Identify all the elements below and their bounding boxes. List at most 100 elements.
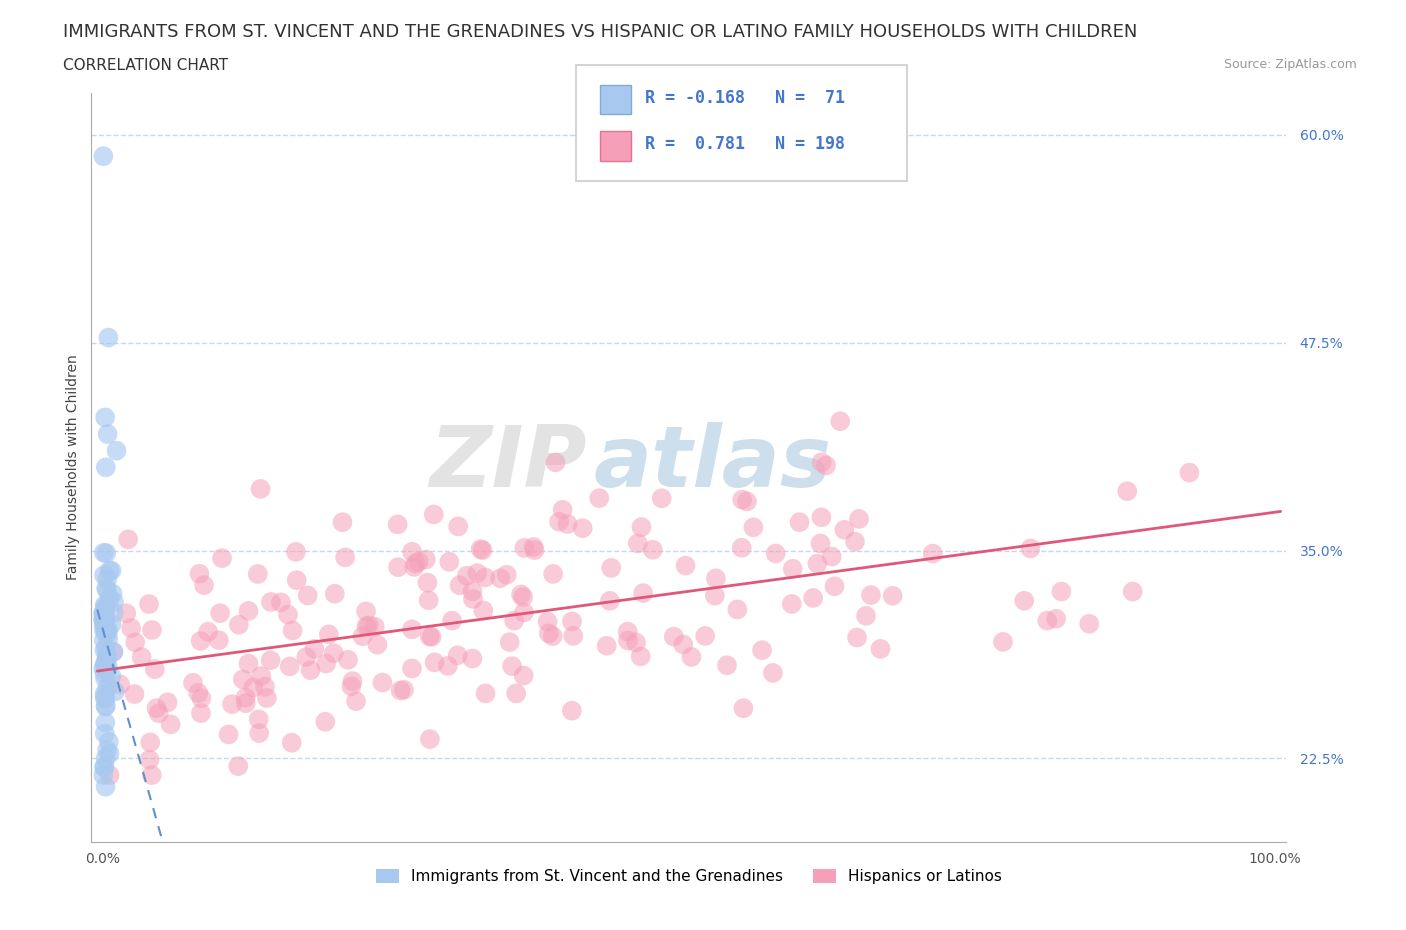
Point [94, 599, 117, 614]
Point [588, 491, 610, 506]
Point [190, 633, 212, 648]
Point [94, 623, 117, 638]
Point [704, 571, 727, 586]
Point [138, 752, 160, 767]
Point [472, 603, 495, 618]
Point [801, 591, 824, 605]
Point [98, 591, 121, 606]
Point [762, 666, 785, 681]
Point [523, 539, 546, 554]
Point [537, 626, 560, 641]
Point [551, 502, 574, 517]
Point [474, 570, 496, 585]
Point [789, 514, 811, 529]
Point [631, 586, 654, 601]
Point [91, 606, 114, 621]
Point [247, 725, 270, 740]
Point [226, 759, 249, 774]
Point [238, 657, 260, 671]
Point [97, 622, 120, 637]
Point [364, 619, 387, 634]
Point [810, 536, 832, 551]
Point [512, 668, 534, 683]
Point [1116, 484, 1139, 498]
Point [401, 661, 423, 676]
Point [423, 655, 446, 670]
Point [190, 706, 212, 721]
Point [456, 568, 478, 583]
Point [115, 605, 138, 620]
Point [101, 586, 124, 601]
Point [501, 658, 523, 673]
Point [333, 550, 356, 565]
Point [821, 550, 844, 565]
Point [181, 675, 204, 690]
Point [387, 517, 409, 532]
Point [145, 700, 167, 715]
Point [342, 673, 364, 688]
Text: R = -0.168   N =  71: R = -0.168 N = 71 [645, 88, 845, 107]
Point [93, 618, 115, 633]
Point [830, 414, 852, 429]
Point [235, 690, 257, 705]
Point [93, 767, 115, 782]
Point [323, 586, 346, 601]
Point [96, 743, 118, 758]
Point [100, 564, 122, 578]
Point [103, 644, 125, 659]
Point [731, 540, 754, 555]
Point [562, 629, 585, 644]
Point [299, 663, 322, 678]
Point [93, 597, 115, 612]
Point [94, 659, 117, 674]
Point [561, 614, 583, 629]
Point [599, 593, 621, 608]
Point [392, 683, 415, 698]
Point [541, 566, 564, 581]
Point [616, 624, 638, 639]
Point [281, 623, 304, 638]
Point [297, 588, 319, 603]
Point [141, 767, 163, 782]
Point [94, 640, 117, 655]
Point [561, 703, 583, 718]
Point [523, 543, 546, 558]
Point [505, 686, 527, 701]
Point [97, 330, 120, 345]
Point [94, 698, 117, 713]
Point [188, 566, 211, 581]
Point [408, 554, 430, 569]
Point [117, 532, 139, 547]
Point [387, 560, 409, 575]
Point [94, 410, 117, 425]
Point [124, 635, 146, 650]
Point [541, 629, 564, 644]
Point [93, 614, 115, 629]
Point [366, 637, 388, 652]
Point [465, 565, 488, 580]
Point [1178, 465, 1201, 480]
Point [100, 617, 122, 631]
Text: R =  0.781   N = 198: R = 0.781 N = 198 [645, 135, 845, 153]
Point [285, 573, 308, 588]
Point [96, 652, 118, 667]
Point [91, 612, 114, 627]
Point [416, 576, 439, 591]
Point [474, 686, 496, 701]
Point [93, 760, 115, 775]
Point [139, 735, 162, 750]
Point [93, 666, 115, 681]
Y-axis label: Family Households with Children: Family Households with Children [66, 354, 80, 580]
Legend: Immigrants from St. Vincent and the Grenadines, Hispanics or Latinos: Immigrants from St. Vincent and the Gren… [370, 863, 1008, 890]
Point [211, 551, 233, 565]
Point [651, 491, 673, 506]
Point [131, 650, 153, 665]
Point [120, 620, 142, 635]
Point [596, 638, 619, 653]
Text: IMMIGRANTS FROM ST. VINCENT AND THE GRENADINES VS HISPANIC OR LATINO FAMILY HOUS: IMMIGRANTS FROM ST. VINCENT AND THE GREN… [63, 23, 1137, 41]
Point [834, 523, 856, 538]
Point [415, 552, 437, 567]
Point [489, 571, 512, 586]
Point [259, 653, 281, 668]
Point [695, 629, 717, 644]
